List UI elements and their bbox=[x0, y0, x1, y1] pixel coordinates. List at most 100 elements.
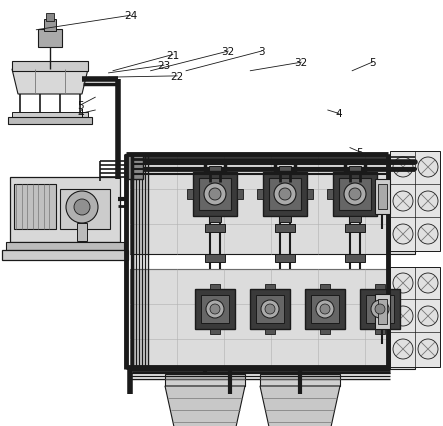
Polygon shape bbox=[165, 386, 245, 426]
Bar bbox=[378, 299, 387, 324]
Bar bbox=[305, 289, 345, 329]
Text: 4: 4 bbox=[336, 109, 342, 119]
Bar bbox=[275, 254, 295, 262]
Text: 3: 3 bbox=[258, 47, 264, 57]
Bar bbox=[193, 173, 237, 216]
Bar bbox=[2, 250, 128, 260]
Bar bbox=[165, 374, 245, 386]
Circle shape bbox=[261, 300, 279, 318]
Bar bbox=[77, 224, 87, 242]
Circle shape bbox=[375, 304, 385, 314]
Circle shape bbox=[393, 306, 413, 326]
Bar bbox=[360, 289, 400, 329]
Bar bbox=[279, 167, 291, 173]
Circle shape bbox=[393, 339, 413, 359]
Circle shape bbox=[418, 192, 438, 211]
Bar bbox=[375, 284, 385, 289]
Bar bbox=[311, 295, 339, 323]
Circle shape bbox=[349, 189, 361, 201]
Bar bbox=[209, 216, 221, 222]
Bar bbox=[205, 225, 225, 233]
Bar bbox=[210, 329, 220, 334]
Bar bbox=[187, 190, 193, 199]
Bar bbox=[257, 190, 263, 199]
Bar bbox=[38, 30, 62, 48]
Circle shape bbox=[393, 225, 413, 245]
Circle shape bbox=[74, 199, 90, 216]
Circle shape bbox=[210, 304, 220, 314]
Polygon shape bbox=[260, 386, 340, 426]
Circle shape bbox=[393, 192, 413, 211]
Text: 5: 5 bbox=[357, 147, 363, 158]
Text: 21: 21 bbox=[166, 50, 179, 60]
Circle shape bbox=[204, 184, 226, 205]
Bar bbox=[375, 329, 385, 334]
Bar bbox=[339, 178, 371, 210]
Bar bbox=[377, 190, 383, 199]
Circle shape bbox=[393, 158, 413, 178]
Bar bbox=[195, 289, 235, 329]
Circle shape bbox=[66, 192, 98, 224]
Bar bbox=[60, 190, 110, 230]
Circle shape bbox=[371, 300, 389, 318]
Text: 22: 22 bbox=[171, 72, 184, 82]
Bar bbox=[237, 190, 243, 199]
Bar bbox=[275, 225, 295, 233]
Bar bbox=[320, 329, 330, 334]
Text: 4: 4 bbox=[78, 109, 84, 119]
Circle shape bbox=[418, 339, 438, 359]
Bar bbox=[12, 113, 88, 118]
Bar bbox=[8, 118, 92, 125]
Bar bbox=[345, 254, 365, 262]
Polygon shape bbox=[12, 70, 88, 95]
Bar bbox=[349, 216, 361, 222]
Bar bbox=[345, 225, 365, 233]
Bar bbox=[263, 173, 307, 216]
Bar bbox=[130, 269, 415, 369]
Bar bbox=[46, 14, 54, 22]
Circle shape bbox=[206, 300, 224, 318]
Circle shape bbox=[418, 306, 438, 326]
Circle shape bbox=[274, 184, 296, 205]
Text: 5: 5 bbox=[369, 58, 375, 68]
Bar bbox=[366, 295, 394, 323]
Text: 5: 5 bbox=[78, 101, 84, 111]
Bar bbox=[269, 178, 301, 210]
Bar bbox=[201, 295, 229, 323]
Bar bbox=[199, 178, 231, 210]
Bar bbox=[44, 20, 56, 32]
Bar bbox=[279, 216, 291, 222]
Bar bbox=[378, 184, 387, 210]
Bar bbox=[209, 167, 221, 173]
Bar bbox=[125, 155, 143, 180]
Bar bbox=[375, 180, 390, 215]
Bar bbox=[320, 284, 330, 289]
Circle shape bbox=[418, 225, 438, 245]
Bar bbox=[375, 294, 390, 329]
Circle shape bbox=[279, 189, 291, 201]
Bar bbox=[307, 190, 313, 199]
Bar bbox=[349, 167, 361, 173]
Bar bbox=[390, 268, 440, 367]
Text: 24: 24 bbox=[124, 11, 137, 21]
Bar bbox=[210, 284, 220, 289]
Bar bbox=[12, 62, 88, 72]
Circle shape bbox=[265, 304, 275, 314]
Bar bbox=[250, 289, 290, 329]
Bar bbox=[256, 295, 284, 323]
Circle shape bbox=[320, 304, 330, 314]
Circle shape bbox=[393, 273, 413, 294]
Bar bbox=[333, 173, 377, 216]
Text: 32: 32 bbox=[222, 47, 235, 57]
Bar bbox=[130, 155, 415, 254]
Bar bbox=[327, 190, 333, 199]
Text: 32: 32 bbox=[295, 58, 308, 68]
Bar bbox=[390, 152, 440, 251]
Bar bbox=[265, 329, 275, 334]
Circle shape bbox=[418, 273, 438, 294]
Text: 23: 23 bbox=[157, 61, 171, 71]
Bar bbox=[205, 254, 225, 262]
Bar bbox=[260, 374, 340, 386]
Bar bbox=[14, 184, 56, 230]
Circle shape bbox=[418, 158, 438, 178]
